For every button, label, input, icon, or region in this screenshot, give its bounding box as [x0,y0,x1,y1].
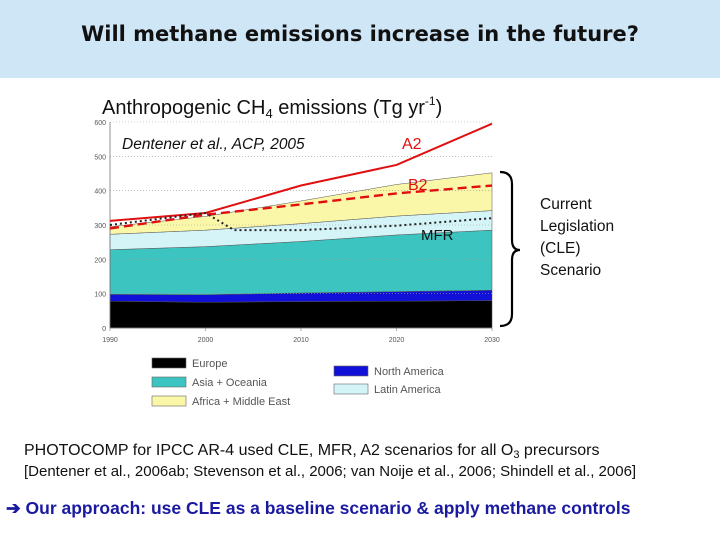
area-europe [109,300,493,329]
label-mfr: MFR [421,227,454,244]
legend-swatch-africa-middle-east [151,395,187,407]
slide-title: Will methane emissions increase in the f… [81,22,639,46]
photocomp-text: PHOTOCOMP for IPCC AR-4 used CLE, MFR, A… [24,442,600,461]
x-tick-label: 1990 [102,337,118,344]
y-tick-label: 600 [94,120,106,127]
legend-label-asia-oceania: Asia + Oceania [192,377,268,389]
photocomp-text-suffix: precursors [519,442,600,459]
emissions-chart: 0 100 200 300 400 500 600 1990 2000 2010 2020 2030 A… [94,120,614,408]
references-text: [Dentener et al., 2006ab; Stevenson et a… [24,463,637,480]
y-tick-label: 200 [94,257,106,264]
bracket-label-line: Current [540,196,592,213]
legend-swatch-asia-oceania [151,376,187,388]
y-tick-label: 0 [102,326,106,333]
title-banner: Will methane emissions increase in the f… [0,0,720,78]
x-tick-label: 2000 [198,337,214,344]
y-tick-label: 300 [94,223,106,230]
y-tick-label: 400 [94,189,106,196]
line-mfr [109,211,493,232]
label-a2: A2 [402,136,422,153]
bracket-label-line: (CLE) [540,240,580,257]
line-b2 [109,184,493,230]
label-b2: B2 [408,177,428,194]
arrow-right-icon: ➔ [6,498,21,518]
photocomp-text-prefix: PHOTOCOMP for IPCC AR-4 used CLE, MFR, A… [24,442,514,459]
legend-swatch-north-america [333,365,369,377]
bracket [499,170,521,328]
bracket-label-line: Legislation [540,218,614,235]
legend-swatch-latin-america [333,383,369,395]
legend-label-north-america: North America [374,366,445,378]
y-tick-label: 500 [94,154,106,161]
x-tick-label: 2010 [293,337,309,344]
legend-label-europe: Europe [192,358,227,370]
approach-text-body: Our approach: use CLE as a baseline scen… [20,498,631,518]
legend-label-africa-middle-east: Africa + Middle East [192,396,290,408]
area-africa-middle-east [109,172,493,235]
legend-swatch-europe [151,357,187,369]
chart-heading: Anthropogenic CH4 emissions (Tg yr-1) [102,94,442,121]
chart-heading-middle: emissions (Tg yr [272,97,425,119]
approach-text: ➔ Our approach: use CLE as a baseline sc… [6,498,630,519]
chart-heading-sub: 4 [265,106,273,121]
chart-heading-suffix: ) [435,97,443,119]
photocomp-text-sub: 3 [513,449,520,461]
line-a2 [109,122,493,222]
x-tick-label: 2020 [389,337,405,344]
legend-label-latin-america: Latin America [374,384,442,396]
y-tick-label: 100 [94,292,106,299]
chart-heading-sup: -1 [424,94,436,108]
chart-heading-prefix: Anthropogenic CH [102,97,266,119]
citation-label: Dentener et al., ACP, 2005 [122,136,305,153]
x-tick-label: 2030 [484,337,500,344]
bracket-label-line: Scenario [540,262,601,279]
